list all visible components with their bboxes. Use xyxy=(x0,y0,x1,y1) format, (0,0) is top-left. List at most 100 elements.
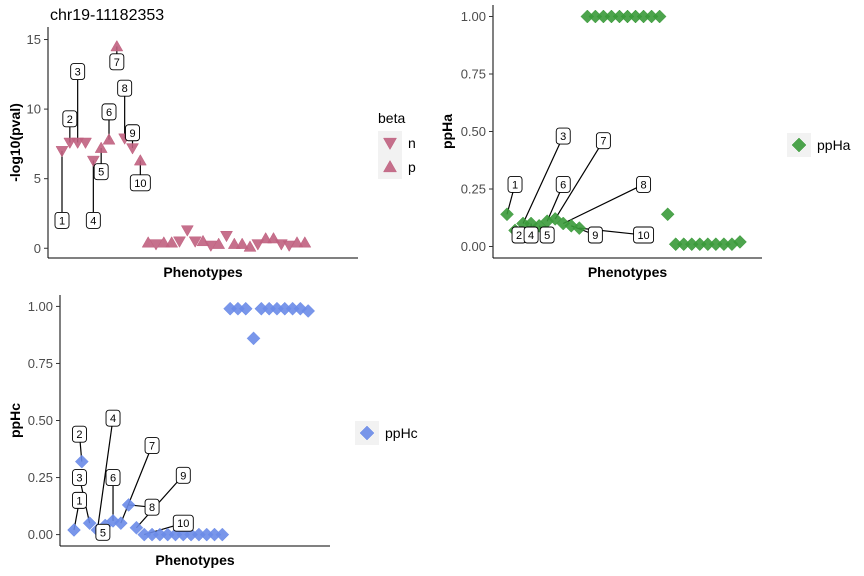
y-tick-label: 0.25 xyxy=(28,470,53,485)
point-label-box xyxy=(507,175,523,193)
point-label-box xyxy=(62,110,78,128)
legend-title: beta xyxy=(378,110,405,126)
y-axis-title: -log10(pval) xyxy=(7,103,23,182)
data-point xyxy=(133,154,147,166)
data-point xyxy=(113,516,128,531)
y-tick-label: 1.00 xyxy=(28,299,53,314)
point-label-text: 9 xyxy=(180,470,186,482)
data-point xyxy=(126,143,139,155)
y-axis-title: ppHa xyxy=(439,114,455,149)
point-label-box xyxy=(595,132,611,150)
point-label-text: 5 xyxy=(98,167,104,179)
point-label-text: 10 xyxy=(134,178,146,190)
data-point xyxy=(110,39,124,52)
data-point xyxy=(165,236,179,248)
point-label-box xyxy=(105,409,121,427)
point-label-box xyxy=(105,469,121,486)
data-point xyxy=(79,137,92,150)
y-tick-label: 0.25 xyxy=(461,182,486,197)
point-label-text: 3 xyxy=(76,473,82,485)
point-label-box xyxy=(93,163,109,181)
point-label-box xyxy=(85,211,101,229)
y-tick-label: 0.00 xyxy=(461,239,486,254)
panel-pval: 0 5 10 15 Phenotypes -log10(pval) 1 2 3 4 5 6 7 8 9 10 b… xyxy=(7,27,416,280)
point-label-box xyxy=(144,437,160,455)
x-axis-title: Phenotypes xyxy=(163,264,243,280)
legend-key-symbol xyxy=(791,137,807,153)
data-point xyxy=(660,207,675,222)
legend-ppHa: ppHa xyxy=(787,133,851,157)
data-point xyxy=(180,225,194,237)
data-point xyxy=(86,155,100,168)
data-point xyxy=(259,232,273,244)
label-leader-line xyxy=(136,474,184,529)
data-point xyxy=(246,331,261,346)
data-point xyxy=(94,141,108,153)
point-label-text: 8 xyxy=(641,179,647,191)
data-point xyxy=(215,527,230,542)
data-point xyxy=(173,236,186,248)
point-label-text: 10 xyxy=(177,518,189,530)
data-point xyxy=(290,236,304,248)
y-tick-label: 10 xyxy=(27,102,41,117)
data-point xyxy=(212,237,226,249)
point-label-text: 2 xyxy=(76,429,82,441)
panel-ppHc: 0.00 0.25 0.50 0.75 1.00 Phenotypes ppHc 1 2 3 4 5 6… xyxy=(7,295,418,568)
point-label-box xyxy=(539,226,555,244)
point-label-text: 8 xyxy=(122,83,128,95)
point-label-text: 6 xyxy=(560,179,566,191)
point-label-text: 4 xyxy=(110,413,116,425)
point-label-box xyxy=(72,425,87,443)
point-label-text: 7 xyxy=(114,57,120,69)
data-point xyxy=(227,237,241,249)
point-label-text: 3 xyxy=(75,67,81,79)
point-label-box xyxy=(633,226,655,244)
point-label-text: 4 xyxy=(90,215,96,227)
y-tick-label: 15 xyxy=(27,32,41,47)
point-label-box xyxy=(555,175,571,193)
data-point xyxy=(129,520,144,535)
point-label-box xyxy=(523,226,539,244)
data-point xyxy=(121,498,136,512)
y-axis-title: ppHc xyxy=(7,403,23,438)
data-point xyxy=(235,237,249,249)
point-label-box xyxy=(636,175,652,193)
legend-entry-label: ppHc xyxy=(385,425,418,441)
data-point xyxy=(243,240,257,252)
legend-key-symbol xyxy=(383,137,397,151)
point-label-text: 4 xyxy=(528,230,534,242)
chart-title: chr19-11182353 xyxy=(50,7,164,24)
point-label-box xyxy=(70,63,86,80)
data-point xyxy=(238,301,253,316)
point-label-box xyxy=(95,523,111,541)
point-label-text: 2 xyxy=(67,114,73,126)
data-point xyxy=(63,137,77,150)
data-point xyxy=(572,221,587,235)
point-label-text: 1 xyxy=(76,495,82,507)
point-label-text: 7 xyxy=(149,441,155,453)
data-point xyxy=(55,146,69,158)
y-tick-label: 0 xyxy=(34,241,41,256)
point-label-text: 7 xyxy=(600,136,606,148)
y-tick-label: 0.75 xyxy=(461,67,486,82)
point-label-text: 6 xyxy=(110,473,116,485)
point-label-text: 9 xyxy=(129,128,135,140)
data-point xyxy=(301,304,316,318)
point-label-text: 6 xyxy=(106,107,112,119)
legend-entry-label: n xyxy=(408,135,416,151)
label-leader-line xyxy=(120,445,153,524)
point-label-text: 5 xyxy=(544,230,550,242)
point-label-text: 10 xyxy=(637,230,649,242)
point-label-text: 3 xyxy=(560,131,566,143)
data-point xyxy=(652,9,667,24)
y-tick-label: 0.50 xyxy=(461,124,486,139)
data-point xyxy=(157,236,171,248)
y-tick-label: 0.75 xyxy=(28,356,53,371)
x-axis-title: Phenotypes xyxy=(588,264,668,280)
legend-key-symbol xyxy=(383,159,397,173)
point-label-box xyxy=(129,174,151,192)
y-tick-label: 0.50 xyxy=(28,413,53,428)
data-point xyxy=(71,137,85,150)
point-label-text: 9 xyxy=(592,230,598,242)
